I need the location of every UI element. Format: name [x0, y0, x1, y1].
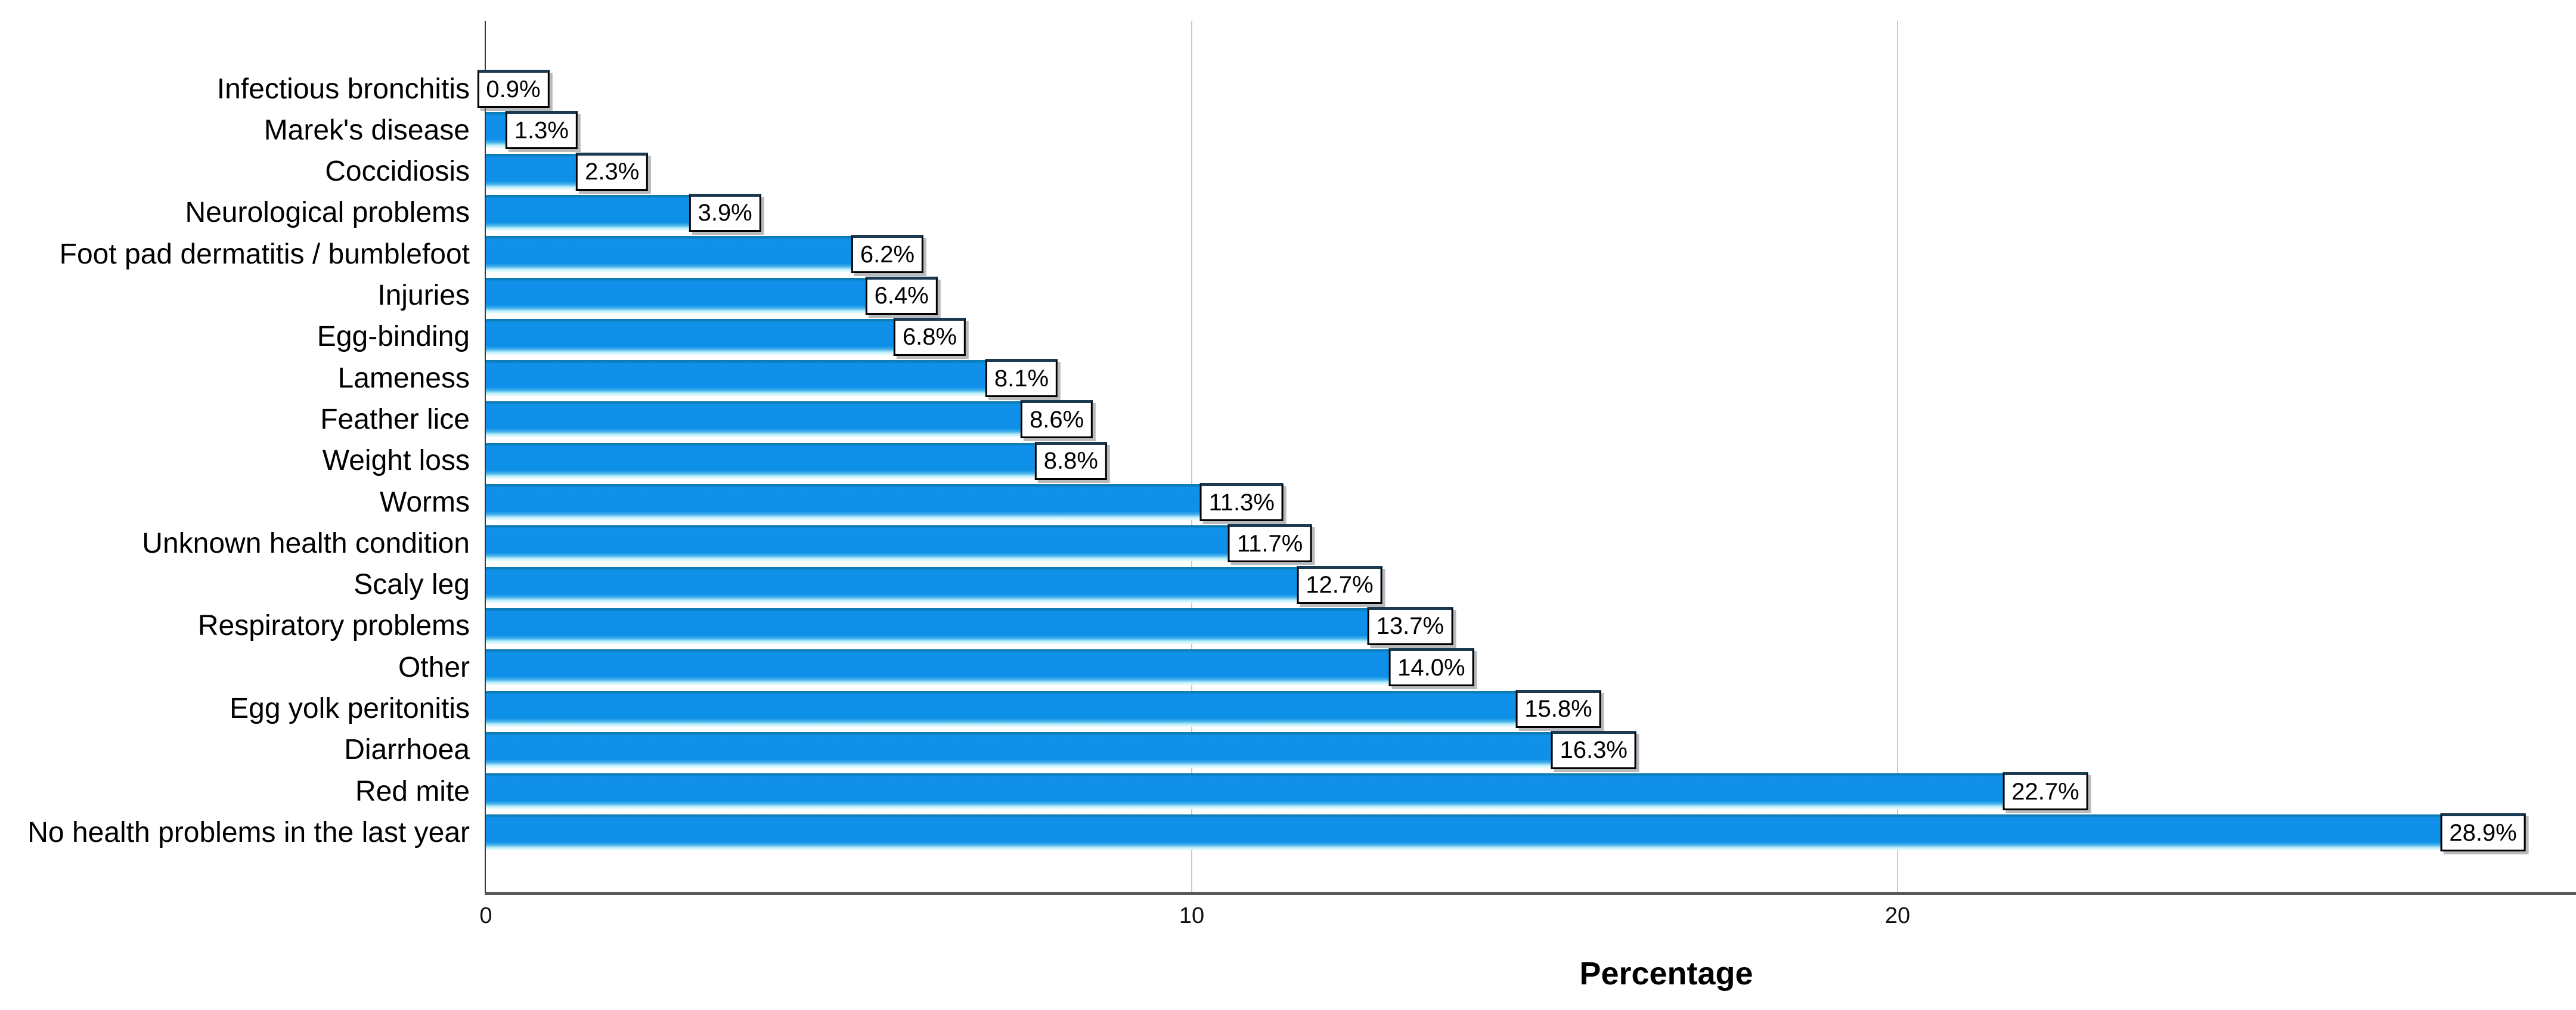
bar-value-label: 11.7% — [1227, 524, 1312, 563]
x-tick-label: 10 — [1179, 903, 1205, 928]
x-axis-line — [485, 892, 2576, 895]
bar — [486, 690, 1601, 727]
y-axis-line — [485, 21, 486, 893]
bar-value-label: 22.7% — [2002, 772, 2088, 811]
bar — [486, 814, 2526, 851]
bar-value-label: 14.0% — [1388, 648, 1474, 687]
category-label: Diarrhoea — [344, 734, 470, 766]
category-label: Other — [398, 651, 470, 683]
bar — [486, 525, 1312, 562]
bar — [486, 401, 1093, 438]
gridline — [1897, 21, 1898, 893]
category-label: Feather lice — [320, 403, 470, 435]
bar — [486, 360, 1058, 396]
gridline — [1191, 21, 1192, 893]
category-label: Egg yolk peritonitis — [230, 693, 470, 724]
category-label: No health problems in the last year — [27, 816, 470, 848]
bar-value-label: 3.9% — [689, 193, 761, 232]
x-tick-label: 20 — [1884, 903, 1911, 928]
bar-value-label: 8.1% — [985, 359, 1058, 398]
bar-value-label: 16.3% — [1551, 730, 1636, 769]
category-label: Egg-binding — [317, 321, 470, 353]
category-label: Weight loss — [322, 445, 470, 477]
bar — [486, 732, 1636, 768]
category-label: Scaly leg — [354, 569, 470, 601]
bar-value-label: 13.7% — [1367, 606, 1453, 645]
bar — [486, 773, 2088, 810]
bar-value-label: 0.9% — [477, 70, 550, 108]
bar-value-label: 28.9% — [2440, 813, 2526, 852]
x-axis-title: Percentage — [1579, 956, 1753, 992]
category-label: Coccidiosis — [325, 156, 470, 188]
category-label: Red mite — [355, 775, 470, 807]
bar-value-label: 6.2% — [851, 235, 924, 274]
category-label: Foot pad dermatitis / bumblefoot — [59, 238, 470, 270]
bar — [486, 318, 966, 355]
bar-value-label: 1.3% — [505, 111, 578, 150]
bar-value-label: 6.8% — [893, 317, 966, 356]
bar-value-label: 6.4% — [865, 276, 938, 315]
bar — [486, 442, 1107, 479]
category-label: Lameness — [337, 362, 470, 394]
bar-value-label: 8.8% — [1034, 441, 1107, 480]
bar-value-label: 15.8% — [1515, 689, 1601, 728]
bar — [486, 484, 1284, 520]
bar-value-label: 12.7% — [1297, 565, 1382, 604]
bar-value-label: 11.3% — [1199, 483, 1284, 521]
category-label: Unknown health condition — [142, 527, 470, 559]
category-label: Worms — [379, 486, 470, 518]
bar — [486, 236, 924, 272]
bar-value-label: 2.3% — [576, 152, 649, 191]
category-label: Respiratory problems — [197, 610, 470, 642]
bar — [486, 608, 1453, 644]
bar — [486, 649, 1474, 686]
category-label: Infectious bronchitis — [216, 73, 470, 105]
bar-value-label: 8.6% — [1021, 400, 1093, 439]
x-tick-label: 0 — [479, 903, 492, 928]
category-label: Marek's disease — [264, 114, 470, 146]
bar — [486, 566, 1382, 603]
category-label: Neurological problems — [185, 197, 470, 229]
category-label: Injuries — [377, 280, 470, 311]
bar — [486, 277, 938, 314]
